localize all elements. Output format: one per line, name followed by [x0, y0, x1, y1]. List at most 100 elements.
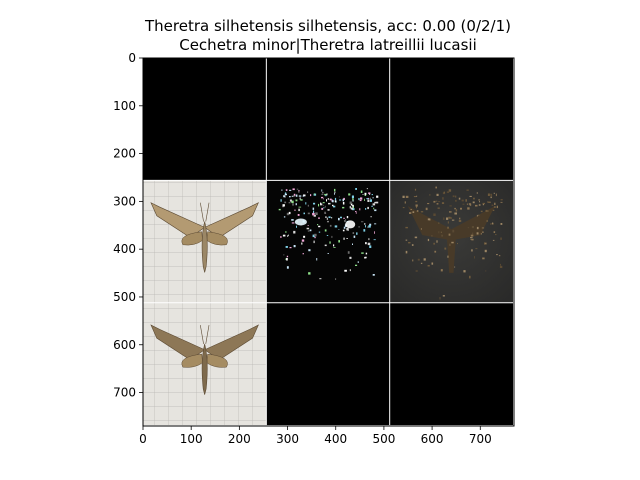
saliency-speckle [436, 203, 439, 205]
saliency-speckle [332, 204, 334, 207]
saliency-speckle [458, 219, 462, 222]
saliency-speckle [408, 242, 411, 244]
saliency-speckle [283, 254, 285, 256]
saliency-speckle [441, 202, 445, 204]
saliency-speckle [452, 195, 455, 198]
saliency-speckle [473, 197, 475, 200]
saliency-speckle [360, 190, 363, 193]
saliency-speckle [296, 225, 297, 228]
saliency-speckle [352, 208, 355, 211]
saliency-speckle [328, 202, 331, 205]
saliency-speckle [443, 191, 445, 194]
saliency-speckle [427, 203, 430, 205]
saliency-speckle [371, 194, 373, 196]
saliency-speckle [447, 226, 449, 229]
y-tick-label: 700 [113, 386, 136, 400]
saliency-speckle [405, 250, 408, 254]
axes-frame [142, 57, 515, 427]
saliency-speckle [375, 201, 379, 204]
saliency-speckle [282, 234, 286, 237]
saliency-speckle [339, 199, 342, 201]
saliency-speckle [307, 230, 310, 232]
saliency-speckle [286, 212, 290, 216]
saliency-speckle [449, 211, 452, 213]
saliency-speckle [467, 207, 470, 210]
saliency-speckle [486, 220, 488, 222]
saliency-speckle [459, 217, 461, 220]
saliency-speckle [493, 206, 496, 208]
saliency-speckle [366, 188, 368, 190]
saliency-speckle [491, 204, 494, 206]
tile-separators [143, 58, 514, 426]
saliency-speckle [474, 256, 475, 259]
saliency-speckle [321, 189, 323, 192]
saliency-speckle [312, 234, 315, 238]
saliency-speckle [414, 188, 417, 191]
saliency-speckle [289, 189, 292, 191]
saliency-speckle [487, 193, 490, 196]
saliency-speckle [312, 207, 315, 210]
saliency-speckle [364, 193, 367, 196]
saliency-speckle [478, 204, 481, 206]
saliency-speckle [343, 226, 346, 229]
saliency-speckle [420, 211, 424, 213]
saliency-speckle [284, 193, 287, 196]
saliency-speckle [478, 214, 480, 216]
black-tile [266, 302, 390, 426]
saliency-speckle [467, 227, 470, 229]
saliency-speckle [490, 223, 492, 225]
saliency-speckle [286, 266, 289, 269]
x-tick-label: 700 [469, 432, 492, 446]
x-tick-label: 500 [372, 432, 395, 446]
saliency-speckle [495, 193, 497, 197]
saliency-speckle [345, 219, 347, 221]
saliency-speckle [500, 223, 503, 225]
saliency-speckle [490, 193, 492, 196]
saliency-speckle [289, 247, 292, 249]
saliency-speckle [376, 195, 379, 198]
saliency-speckle [444, 247, 447, 250]
moth-silhouette [407, 206, 495, 273]
saliency-speckle [281, 189, 283, 191]
saliency-speckle [293, 230, 296, 234]
saliency-speckle [350, 203, 353, 206]
saliency-speckle [364, 257, 367, 259]
saliency-speckle [415, 200, 418, 203]
grid-tile-r2-c0 [143, 302, 267, 426]
saliency-speckle [297, 214, 300, 216]
saliency-speckle [439, 297, 441, 300]
saliency-speckle [494, 202, 496, 205]
saliency-speckle [308, 272, 311, 275]
saliency-speckle [451, 241, 454, 244]
saliency-speckle [338, 196, 340, 198]
y-tick-label: 0 [128, 51, 136, 65]
saliency-speckle [482, 202, 485, 205]
saliency-speckle [303, 212, 305, 215]
saliency-speckle [365, 252, 368, 255]
saliency-speckle [369, 193, 371, 195]
saliency-speckle [429, 194, 431, 196]
saliency-speckle [441, 234, 443, 237]
moth-body [201, 343, 208, 395]
saliency-speckle [325, 194, 327, 197]
saliency-speckle [355, 211, 357, 213]
saliency-speckle [449, 243, 451, 246]
saliency-speckle [334, 197, 337, 201]
saliency-speckle [368, 238, 370, 241]
saliency-speckle [361, 221, 364, 223]
saliency-speckle [346, 228, 349, 231]
saliency-speckle [433, 200, 436, 203]
saliency-speckle [373, 239, 376, 241]
saliency-speckle [307, 191, 309, 193]
saliency-speckle [417, 258, 420, 261]
saliency-speckle [448, 216, 451, 219]
saliency-speckle [363, 229, 366, 232]
saliency-speckle [334, 200, 337, 203]
saliency-speckle [320, 203, 323, 206]
saliency-speckle [454, 207, 456, 210]
saliency-speckle [367, 226, 369, 228]
grid-tile-r2-c2 [389, 302, 514, 426]
saliency-speckle [349, 201, 352, 204]
saliency-speckle [319, 278, 322, 280]
saliency-speckle [327, 220, 329, 223]
